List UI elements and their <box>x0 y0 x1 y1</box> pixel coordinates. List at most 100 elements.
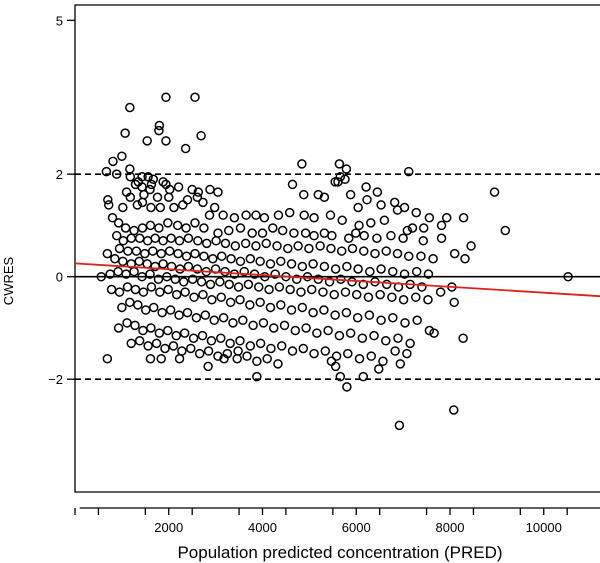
data-point <box>117 302 127 313</box>
data-point <box>170 274 181 285</box>
data-point <box>418 236 429 246</box>
data-point <box>113 323 124 333</box>
data-point <box>179 277 189 287</box>
data-point <box>163 218 173 228</box>
data-point <box>213 228 223 238</box>
data-point <box>187 184 197 195</box>
data-point <box>233 282 244 292</box>
data-point <box>379 215 390 226</box>
data-point <box>255 256 265 267</box>
data-point <box>357 333 368 343</box>
data-point <box>416 251 426 261</box>
data-point <box>182 195 193 205</box>
data-point <box>134 336 145 346</box>
data-point <box>242 351 252 361</box>
data-point <box>158 259 168 269</box>
y-tick-label: 5 <box>56 13 63 28</box>
data-point <box>143 341 153 351</box>
x-axis-title: Population predicted concentration (PRED… <box>177 543 502 562</box>
data-point <box>308 259 318 269</box>
data-point <box>318 287 328 297</box>
data-point <box>232 353 242 364</box>
data-point <box>259 212 270 223</box>
data-point <box>268 223 278 233</box>
x-tick-label: 10000 <box>526 520 562 535</box>
data-point <box>174 353 185 364</box>
data-point <box>262 353 272 364</box>
data-point <box>381 336 391 346</box>
data-point <box>261 238 271 249</box>
data-point <box>392 205 403 215</box>
data-point <box>285 284 295 295</box>
data-point <box>286 259 297 269</box>
data-point <box>394 420 405 431</box>
data-point <box>206 336 217 346</box>
x-axis: 2000 4000 6000 8000 10000 <box>74 507 600 535</box>
data-point <box>324 277 335 287</box>
data-point <box>378 356 388 367</box>
trend-line <box>74 262 600 298</box>
data-point <box>157 307 167 318</box>
data-point <box>286 305 297 315</box>
data-point <box>299 210 309 220</box>
data-point <box>200 310 211 320</box>
data-point <box>489 187 500 197</box>
data-point <box>362 195 372 205</box>
data-point <box>388 312 398 323</box>
data-point <box>390 346 400 356</box>
data-point <box>309 212 319 223</box>
data-point <box>150 233 160 243</box>
data-point <box>161 136 171 146</box>
data-point <box>126 338 136 349</box>
data-point <box>228 318 238 328</box>
data-point <box>146 202 156 213</box>
data-point <box>96 271 106 282</box>
data-point <box>336 246 347 256</box>
data-point <box>134 256 144 267</box>
data-point <box>309 348 319 359</box>
data-point <box>174 236 185 246</box>
data-point <box>370 248 380 259</box>
data-point <box>330 361 341 372</box>
data-point <box>354 353 365 364</box>
data-point <box>358 371 369 382</box>
data-point <box>436 233 447 243</box>
data-point <box>320 346 331 356</box>
data-point <box>114 287 125 297</box>
x-tick-label: 6000 <box>342 520 371 535</box>
data-point <box>287 179 298 190</box>
data-point <box>106 284 117 295</box>
data-point <box>330 177 340 187</box>
data-point <box>225 338 235 349</box>
data-point <box>155 287 165 297</box>
data-point <box>279 320 290 331</box>
data-point <box>306 284 317 295</box>
data-point <box>436 220 447 231</box>
data-point <box>375 289 385 300</box>
data-point <box>130 320 140 331</box>
data-point <box>411 266 422 277</box>
data-point <box>110 254 120 264</box>
data-point <box>287 346 298 356</box>
data-point <box>366 351 376 361</box>
data-point <box>255 338 266 349</box>
data-point <box>220 266 230 277</box>
data-point <box>213 351 223 361</box>
data-point <box>155 202 166 213</box>
data-point <box>146 323 156 333</box>
data-point <box>252 356 262 367</box>
data-point <box>298 343 309 354</box>
data-point <box>276 341 287 351</box>
data-point <box>183 233 194 243</box>
data-point <box>143 171 153 182</box>
data-point <box>334 159 345 169</box>
data-point <box>191 312 202 323</box>
data-point <box>347 277 357 287</box>
data-point <box>265 259 276 269</box>
data-point <box>239 266 249 277</box>
data-point <box>123 246 133 256</box>
data-point <box>166 233 176 243</box>
data-point <box>102 248 113 259</box>
data-point <box>340 174 350 185</box>
